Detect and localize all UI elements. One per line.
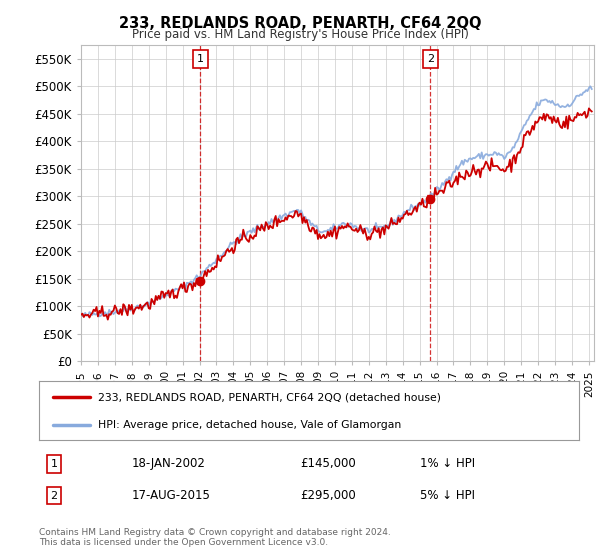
Text: £295,000: £295,000 (300, 489, 356, 502)
Text: 233, REDLANDS ROAD, PENARTH, CF64 2QQ: 233, REDLANDS ROAD, PENARTH, CF64 2QQ (119, 16, 481, 31)
Text: 1: 1 (197, 54, 204, 64)
Text: 17-AUG-2015: 17-AUG-2015 (132, 489, 211, 502)
Text: 1: 1 (50, 459, 58, 469)
Text: Contains HM Land Registry data © Crown copyright and database right 2024.: Contains HM Land Registry data © Crown c… (39, 528, 391, 536)
Text: 18-JAN-2002: 18-JAN-2002 (132, 457, 206, 470)
Text: 1% ↓ HPI: 1% ↓ HPI (420, 457, 475, 470)
Text: 233, REDLANDS ROAD, PENARTH, CF64 2QQ (detached house): 233, REDLANDS ROAD, PENARTH, CF64 2QQ (d… (98, 392, 442, 402)
Text: 5% ↓ HPI: 5% ↓ HPI (420, 489, 475, 502)
Text: 2: 2 (427, 54, 434, 64)
Text: £145,000: £145,000 (300, 457, 356, 470)
Text: 2: 2 (50, 491, 58, 501)
Text: HPI: Average price, detached house, Vale of Glamorgan: HPI: Average price, detached house, Vale… (98, 420, 401, 430)
Text: Price paid vs. HM Land Registry's House Price Index (HPI): Price paid vs. HM Land Registry's House … (131, 28, 469, 41)
Text: This data is licensed under the Open Government Licence v3.0.: This data is licensed under the Open Gov… (39, 538, 328, 547)
